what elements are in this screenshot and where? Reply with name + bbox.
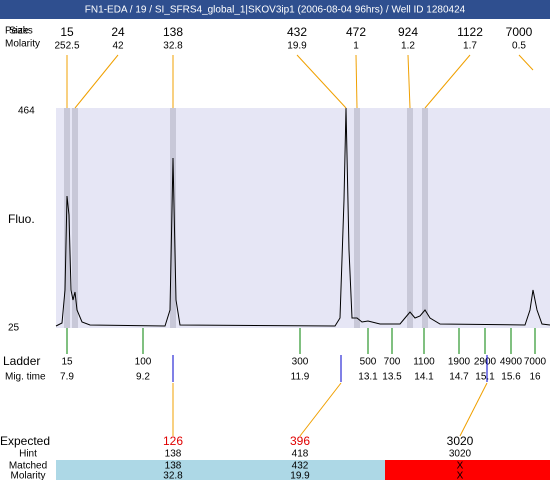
peak-molarity: 32.8 xyxy=(163,41,183,52)
mig-time: 16 xyxy=(529,372,541,383)
hint-label: Hint xyxy=(19,449,37,460)
molarity-value: 19.9 xyxy=(290,471,310,480)
peak-size: 7000 xyxy=(506,25,533,39)
peak-band xyxy=(407,108,413,328)
matched-value: X xyxy=(457,461,464,472)
peak-size: 1122 xyxy=(457,25,483,39)
peak-band xyxy=(170,108,176,328)
ladder-size: 1100 xyxy=(413,357,435,368)
unmatched-bg xyxy=(385,460,550,480)
peak-connector xyxy=(407,54,411,109)
expected-value: 3020 xyxy=(447,434,474,448)
ladder-size: 1900 xyxy=(448,357,471,368)
plot-area xyxy=(56,108,550,328)
trace xyxy=(55,107,550,327)
ladder-size: 100 xyxy=(135,357,152,368)
mig-time: 14.7 xyxy=(449,372,469,383)
matched-bg xyxy=(56,460,385,480)
peak-connector xyxy=(74,54,119,109)
peak-molarity: 19.9 xyxy=(287,41,307,52)
molarity-value: 32.8 xyxy=(163,471,183,480)
hint-value: 418 xyxy=(292,449,309,460)
hint-value: 3020 xyxy=(449,449,472,460)
peak-size: 24 xyxy=(111,25,125,39)
mig-time-label: Mig. time xyxy=(5,372,46,383)
peak-connector xyxy=(296,54,347,109)
peak-band xyxy=(354,108,360,328)
peak-connector xyxy=(424,54,471,109)
peak-band xyxy=(422,108,428,328)
expected-value: 126 xyxy=(163,434,183,448)
peak-molarity: 1.2 xyxy=(401,41,415,52)
molarity-row-label: Molarity xyxy=(10,471,45,480)
peak-connector xyxy=(518,54,534,71)
y-min: 25 xyxy=(8,323,20,334)
mig-time: 7.9 xyxy=(60,372,74,383)
mig-time: 9.2 xyxy=(136,372,150,383)
mig-time: 14.1 xyxy=(414,372,434,383)
matched-label: Matched xyxy=(9,461,47,472)
peak-size: 15 xyxy=(60,25,74,39)
matched-value: 432 xyxy=(292,461,309,472)
peak-molarity: 42 xyxy=(112,41,124,52)
matched-value: 138 xyxy=(165,461,182,472)
match-connector xyxy=(299,382,342,437)
mig-time: 13.5 xyxy=(382,372,402,383)
peak-size: 472 xyxy=(346,25,366,39)
match-connector xyxy=(459,382,488,437)
expected-label: Expected xyxy=(0,434,50,448)
peak-molarity: 252.5 xyxy=(54,41,79,52)
title: FN1-EDA / 19 / SI_SFRS4_global_1|SKOV3ip… xyxy=(85,5,466,16)
ladder-size: 300 xyxy=(292,357,309,368)
ladder-size: 15 xyxy=(61,357,73,368)
molarity-label: Molarity xyxy=(5,39,40,50)
size-label: Size xyxy=(9,26,29,37)
ladder-size: 700 xyxy=(384,357,401,368)
mig-time: 15.1 xyxy=(475,372,495,383)
mig-time: 15.6 xyxy=(501,372,521,383)
ladder-size: 2900 xyxy=(474,357,497,368)
peak-band xyxy=(72,108,78,328)
expected-value: 396 xyxy=(290,434,310,448)
peak-size: 432 xyxy=(287,25,307,39)
ladder-size: 500 xyxy=(360,357,377,368)
molarity-value: X xyxy=(457,471,464,480)
ladder-size: 4900 xyxy=(500,357,523,368)
peak-connector xyxy=(355,54,358,109)
y-label: Fluo. xyxy=(8,212,35,226)
peaks-label: Peaks xyxy=(5,26,33,37)
peak-size: 138 xyxy=(163,25,183,39)
peak-molarity: 0.5 xyxy=(512,41,526,52)
ladder-label: Ladder xyxy=(3,354,40,368)
y-max: 464 xyxy=(18,106,35,117)
peak-molarity: 1 xyxy=(353,41,359,52)
ladder-size: 7000 xyxy=(524,357,547,368)
peak-molarity: 1.7 xyxy=(463,41,477,52)
hint-value: 138 xyxy=(165,449,182,460)
title-bar xyxy=(0,0,550,19)
mig-time: 11.9 xyxy=(291,372,310,383)
peak-size: 924 xyxy=(398,25,418,39)
mig-time: 13.1 xyxy=(358,372,378,383)
